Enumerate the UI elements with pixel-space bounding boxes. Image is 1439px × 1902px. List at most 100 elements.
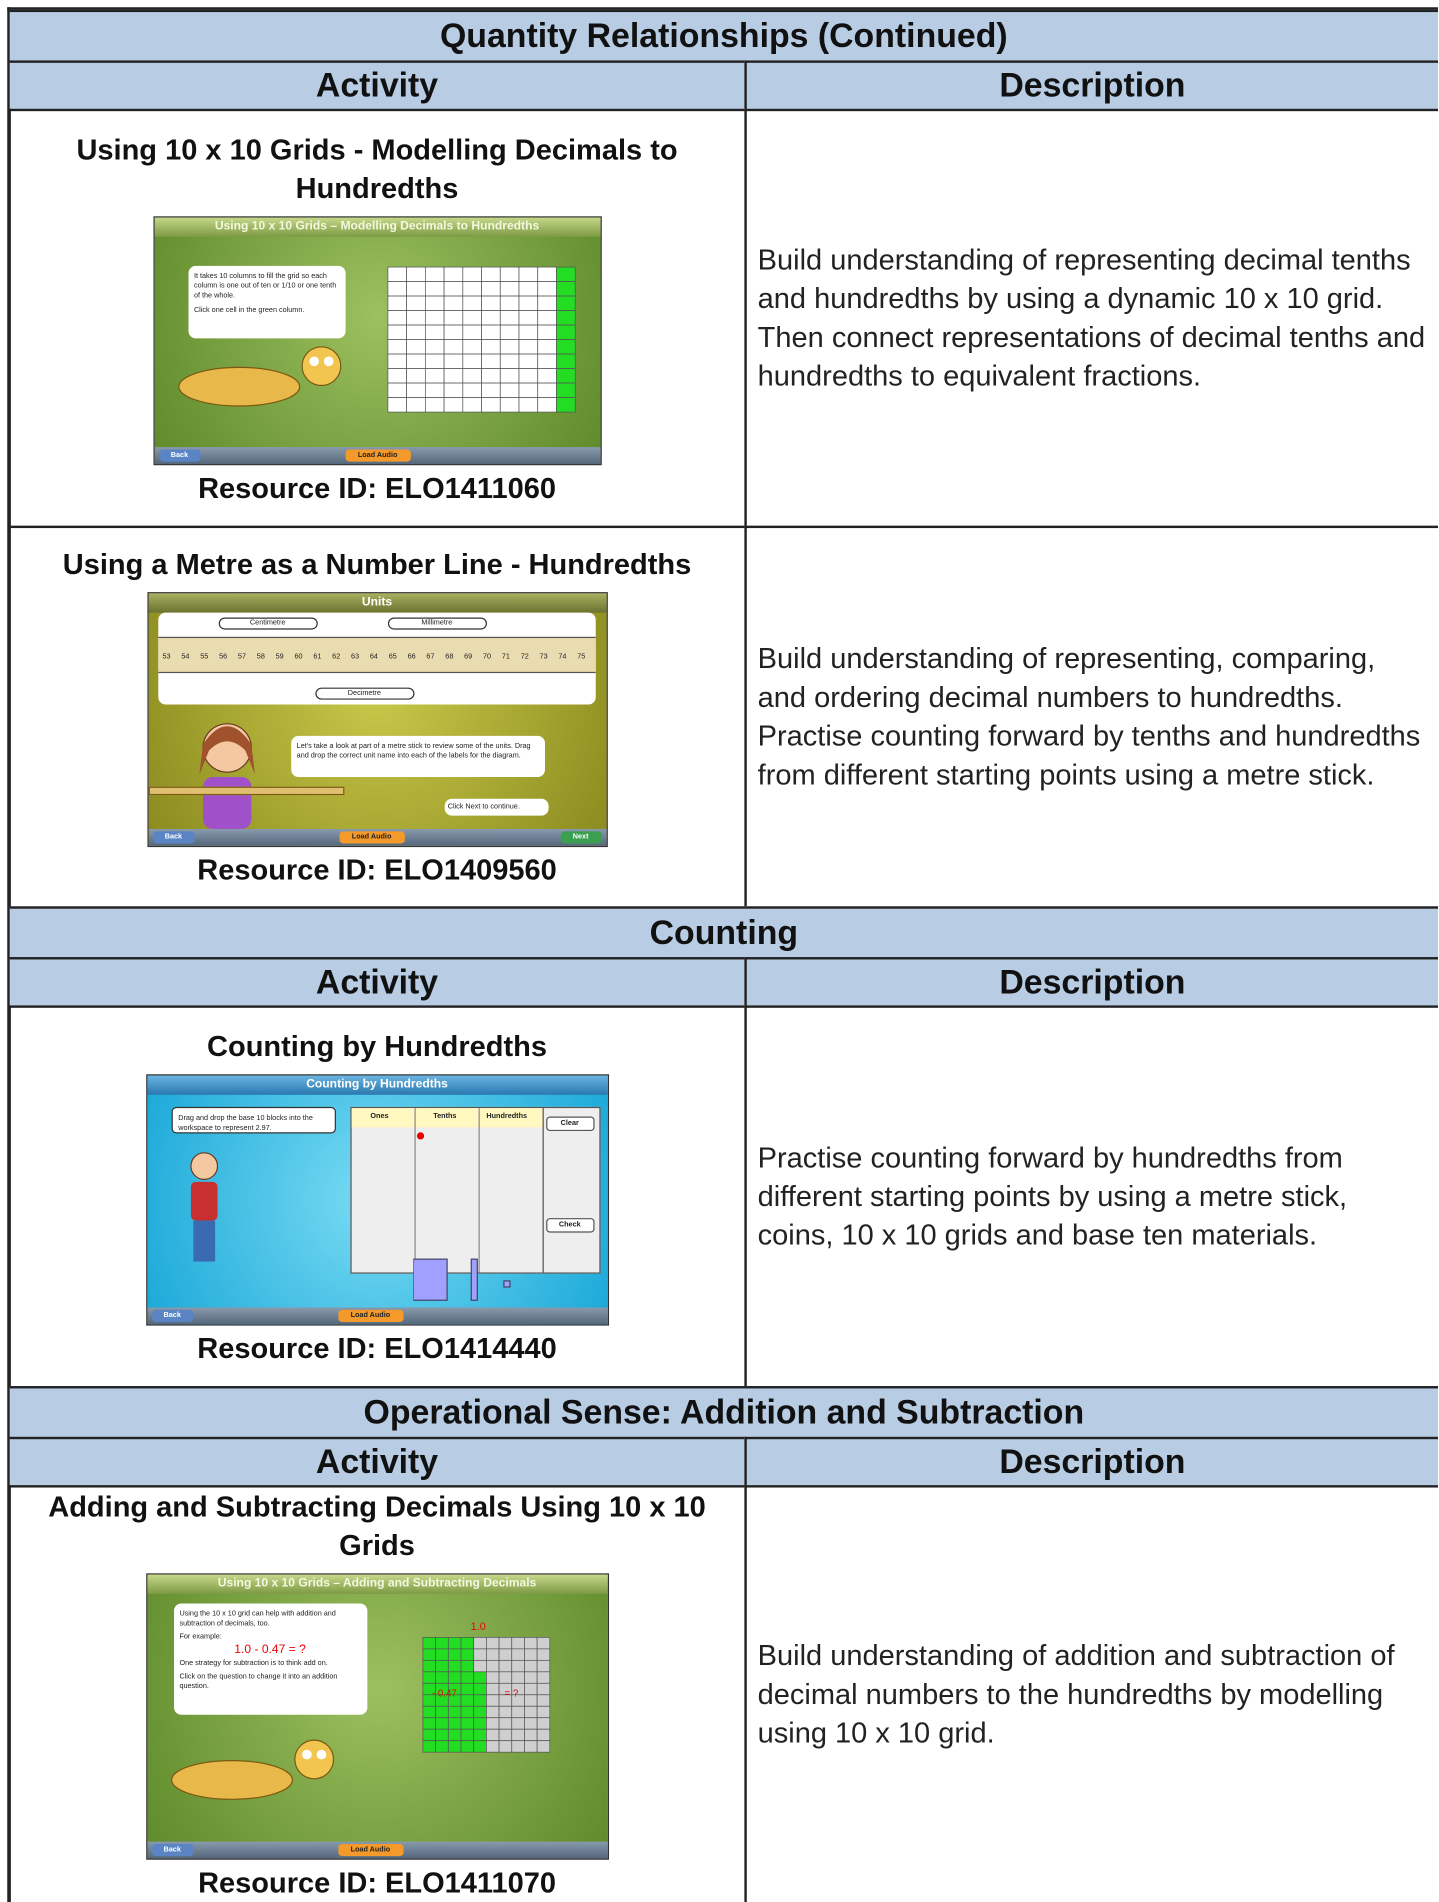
screenshot: Counting by Hundredths Drag and drop the… — [145, 1073, 609, 1326]
caterpillar — [170, 1739, 334, 1800]
grid-cell — [386, 396, 407, 412]
grid-cell — [523, 1648, 537, 1661]
grid-cell — [421, 1717, 436, 1730]
grid-cell — [434, 1648, 449, 1661]
grid-cell — [523, 1740, 537, 1753]
grid-cell — [472, 1637, 487, 1650]
grid-cell — [555, 295, 575, 311]
grid-cell — [523, 1728, 537, 1742]
grid-cell — [386, 338, 407, 354]
control-panel — [541, 1106, 600, 1274]
grid-cell — [472, 1648, 487, 1661]
grid-cell — [498, 1659, 512, 1673]
grid-cell — [510, 1717, 525, 1730]
grid-cell — [480, 382, 501, 398]
workspace: Ones Tenths Hundredths — [349, 1106, 544, 1274]
ruler-number: 55 — [200, 653, 209, 661]
grid-cell — [447, 1728, 461, 1742]
grid-cell — [461, 324, 482, 340]
grid-cell — [510, 1648, 525, 1661]
grid-cell — [536, 309, 557, 325]
grid-cell — [480, 309, 501, 325]
grid-cell — [472, 1717, 487, 1730]
grid-cell — [536, 1648, 550, 1661]
button[interactable]: Next — [560, 831, 602, 844]
grid-cell — [434, 1740, 449, 1753]
grid-cell — [434, 1637, 449, 1650]
grid-cell — [523, 1705, 537, 1719]
speech-bubble: Drag and drop the base 10 blocks into th… — [170, 1106, 336, 1133]
grid-cell — [510, 1637, 525, 1650]
grid-cell — [523, 1694, 537, 1707]
grid-cell — [460, 1648, 474, 1661]
grid-cell — [536, 280, 557, 296]
ruler-number: 65 — [388, 653, 397, 661]
grid-cell — [434, 1705, 449, 1719]
grid-cell — [386, 309, 407, 325]
grid-cell — [461, 309, 482, 325]
grid-cell — [447, 1740, 461, 1753]
column-label: Hundredths — [486, 1112, 528, 1120]
screenshot-title: Using 10 x 10 Grids – Adding and Subtrac… — [146, 1574, 608, 1594]
grid-cell — [518, 396, 538, 412]
grid-cell — [536, 266, 557, 282]
grid-cell — [518, 353, 538, 369]
grid-cell — [523, 1671, 537, 1684]
grid-cell — [536, 1637, 550, 1650]
grid-cell — [386, 266, 407, 282]
description: Practise counting forward by hundredths … — [744, 1005, 1438, 1387]
grid-cell — [405, 280, 426, 296]
speech-bubble: It takes 10 columns to fill the grid so … — [187, 265, 345, 338]
grid-cell — [485, 1728, 499, 1742]
grid-cell — [386, 280, 407, 296]
grid-cell — [405, 353, 426, 369]
ruler-number: 75 — [577, 653, 586, 661]
grid-cell — [460, 1694, 474, 1707]
resource-id: Resource ID: ELO1409560 — [197, 854, 557, 887]
grid-cell — [510, 1659, 525, 1673]
grid-cell — [536, 1717, 550, 1730]
activity-cell: Adding and Subtracting Decimals Using 10… — [9, 1485, 745, 1902]
grid-cell — [434, 1671, 449, 1684]
activity-cell: Using a Metre as a Number Line - Hundred… — [9, 525, 745, 907]
grid-cell — [555, 309, 575, 325]
grid-cell — [461, 295, 482, 311]
grid-cell — [460, 1682, 474, 1696]
grid-cell — [536, 353, 557, 369]
grid-cell — [472, 1682, 487, 1696]
grid-cell — [472, 1740, 487, 1753]
grid-cell — [510, 1671, 525, 1684]
button: Back — [151, 1844, 193, 1857]
equation[interactable]: 1.0 - 0.47 = ? — [234, 1643, 306, 1657]
button[interactable]: Check — [545, 1217, 594, 1232]
grid-cell — [499, 353, 519, 369]
grid-cell — [460, 1728, 474, 1742]
screenshot: Using 10 x 10 Grids – Modelling Decimals… — [152, 215, 602, 465]
button: Back — [151, 1309, 193, 1322]
grid-cell — [485, 1648, 499, 1661]
column-label: Tenths — [433, 1112, 457, 1120]
grid-cell — [460, 1740, 474, 1753]
grid-cell — [421, 1705, 436, 1719]
button[interactable]: Clear — [545, 1115, 594, 1131]
grid-cell — [485, 1659, 499, 1673]
grid-cell — [480, 338, 501, 354]
grid-cell — [480, 295, 501, 311]
grid-cell — [499, 309, 519, 325]
grid-cell — [443, 382, 463, 398]
grid-cell — [499, 324, 519, 340]
grid-cell — [498, 1728, 512, 1742]
grid-cell — [443, 309, 463, 325]
ruler: 53 54 55 56 57 58 59 60 61 62 63 64 65 66 67 68 69 70 71 72… — [157, 636, 596, 674]
grid-cell — [518, 280, 538, 296]
grid-cell — [443, 353, 463, 369]
grid-cell — [510, 1705, 525, 1719]
ruler-number: 57 — [237, 653, 247, 661]
ruler-number: 54 — [181, 653, 190, 661]
grid-cell — [405, 396, 426, 412]
ruler-number: 72 — [520, 653, 529, 661]
grid-cell — [480, 367, 501, 383]
grid-cell — [536, 1682, 550, 1696]
grid-cell — [499, 382, 519, 398]
grid-cell — [424, 382, 444, 398]
